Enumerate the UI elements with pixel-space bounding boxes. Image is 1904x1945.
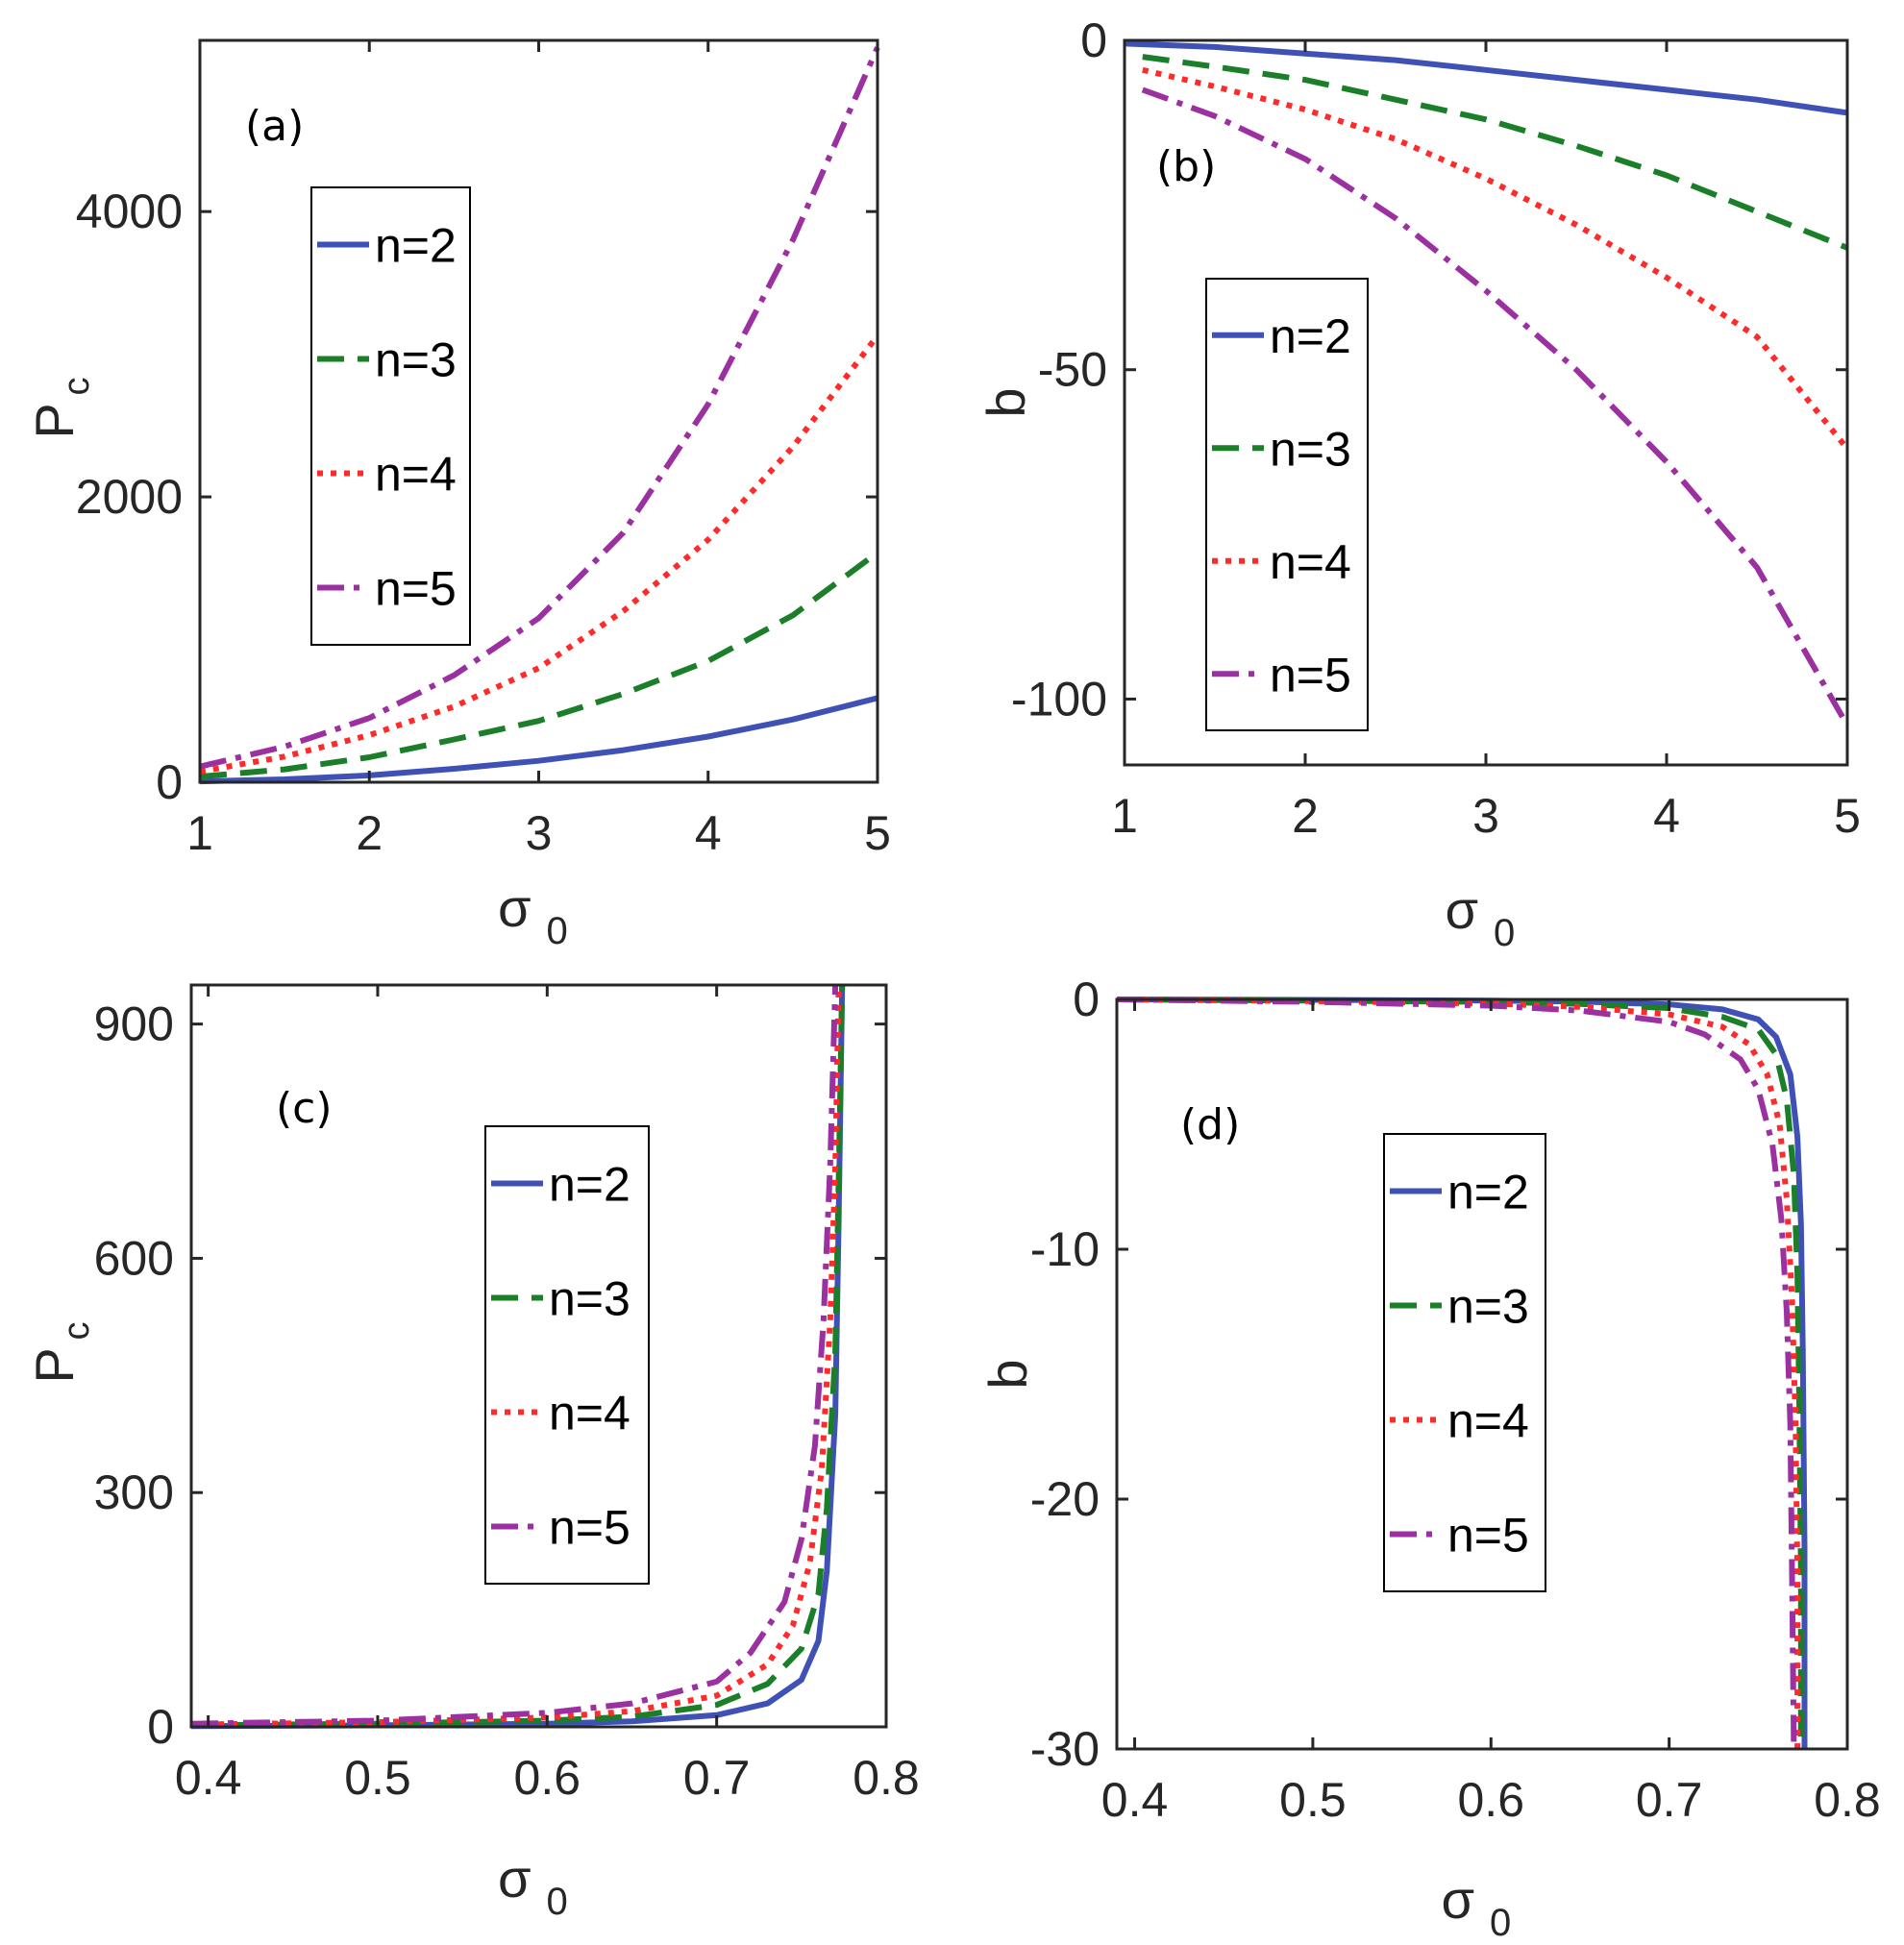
legend-label: n=3 xyxy=(1447,1280,1529,1334)
legend-box xyxy=(310,186,471,646)
y-axis-label-group: Pc xyxy=(24,378,97,439)
y-axis-label-subscript: c xyxy=(57,1322,97,1341)
legend-box xyxy=(1205,278,1369,731)
x-tick-label: 4 xyxy=(695,806,722,860)
x-tick-label: 0.7 xyxy=(1636,1773,1703,1827)
y-tick-label: 600 xyxy=(94,1231,174,1285)
series-line-n5 xyxy=(199,46,880,770)
x-tick-label: 1 xyxy=(1111,789,1138,843)
x-tick-label: 0.4 xyxy=(175,1751,242,1805)
series-line-n3 xyxy=(199,550,879,780)
x-axis-label: σ xyxy=(498,1848,532,1908)
x-tick-label: 0.6 xyxy=(514,1751,581,1805)
x-tick-label: 0.5 xyxy=(1279,1773,1347,1827)
axes-box xyxy=(1115,997,1849,1751)
x-axis-label-subscript: 0 xyxy=(547,1881,568,1923)
y-tick-label: 900 xyxy=(94,997,174,1051)
x-tick-label: 0.5 xyxy=(344,1751,411,1805)
y-tick-label: -20 xyxy=(1030,1472,1100,1526)
series-line-n2 xyxy=(1124,40,1848,116)
y-tick-label: -30 xyxy=(1030,1722,1100,1776)
y-tick-label: -10 xyxy=(1030,1222,1100,1276)
x-tick-label: 3 xyxy=(1472,789,1499,843)
legend-label: n=2 xyxy=(549,1158,631,1212)
legend-label: n=5 xyxy=(1447,1509,1529,1563)
x-tick-label: 3 xyxy=(526,806,553,860)
series-line-n5 xyxy=(190,984,839,1727)
y-tick-label: 300 xyxy=(94,1465,174,1519)
x-tick-label: 5 xyxy=(864,806,891,860)
panel-tag: (c) xyxy=(276,1084,333,1133)
series-line-n3 xyxy=(1116,997,1804,1749)
x-tick-label: 2 xyxy=(356,806,383,860)
legend-label: n=5 xyxy=(375,562,457,616)
series-line-n4 xyxy=(199,333,880,775)
axes-box xyxy=(189,983,888,1729)
legend-label: n=3 xyxy=(375,333,457,387)
y-tick-label: 4000 xyxy=(76,185,183,238)
y-axis-label: P xyxy=(24,1347,85,1383)
legend-box xyxy=(1383,1133,1546,1592)
x-tick-label: 2 xyxy=(1292,789,1319,843)
x-tick-label: 0.7 xyxy=(683,1751,751,1805)
y-axis-label-group: b xyxy=(977,1359,1038,1389)
y-tick-label: 0 xyxy=(1073,972,1100,1026)
y-tick-label: 0 xyxy=(156,755,183,809)
x-axis-label-subscript: 0 xyxy=(1490,1902,1511,1944)
x-axis-label: σ xyxy=(1441,1869,1474,1930)
legend-box xyxy=(484,1125,650,1585)
x-tick-label: 5 xyxy=(1834,789,1861,843)
legend-label: n=2 xyxy=(375,219,457,273)
y-tick-label: -50 xyxy=(1038,343,1107,397)
legend-label: n=5 xyxy=(549,1501,631,1555)
panel-tag: (b) xyxy=(1156,142,1216,191)
legend-label: n=3 xyxy=(1270,422,1351,476)
y-axis-label: b xyxy=(977,1359,1038,1389)
legend-label: n=2 xyxy=(1270,309,1351,363)
x-tick-label: 0.8 xyxy=(1814,1773,1881,1827)
y-tick-label: -100 xyxy=(1011,672,1107,726)
series-line-n5 xyxy=(1141,86,1850,727)
y-axis-label-subscript: c xyxy=(57,378,97,396)
y-axis-label-group: Pc xyxy=(24,1322,97,1384)
y-axis-label: b xyxy=(976,387,1036,417)
y-axis-label-group: b xyxy=(976,387,1036,417)
panel-tag: (a) xyxy=(245,102,304,151)
panel-d: 0.4 0.5 0.6 0.7 0.80-10-20-30σ 0b(d)n=2n=3n=4… xyxy=(977,972,1881,1944)
y-axis-label: P xyxy=(24,403,85,438)
series-line-n3 xyxy=(1142,54,1849,251)
x-tick-label: 0.8 xyxy=(853,1751,920,1805)
legend-label: n=4 xyxy=(1270,535,1351,589)
legend-label: n=4 xyxy=(375,448,457,502)
y-tick-label: 0 xyxy=(1080,13,1107,67)
y-tick-label: 0 xyxy=(147,1700,174,1754)
legend-label: n=2 xyxy=(1447,1166,1529,1219)
x-axis-label: σ xyxy=(1445,879,1478,940)
legend-label: n=5 xyxy=(1270,648,1351,702)
series-line-n3 xyxy=(190,984,846,1729)
series-line-n2 xyxy=(199,695,878,785)
x-tick-label: 0.4 xyxy=(1101,1773,1169,1827)
series-line-n4 xyxy=(190,984,842,1728)
x-axis-label-subscript: 0 xyxy=(547,910,568,952)
panel-tag: (d) xyxy=(1180,1100,1240,1149)
x-tick-label: 1 xyxy=(186,806,213,860)
x-tick-label: 0.6 xyxy=(1458,1773,1525,1827)
x-axis-label-subscript: 0 xyxy=(1494,912,1515,954)
legend-label: n=4 xyxy=(1447,1394,1529,1448)
legend-label: n=4 xyxy=(549,1387,631,1440)
series-line-n5 xyxy=(1116,997,1797,1750)
x-tick-label: 4 xyxy=(1653,789,1680,843)
x-axis-label: σ xyxy=(498,877,532,938)
legend-label: n=3 xyxy=(549,1272,631,1326)
y-tick-label: 2000 xyxy=(76,470,183,524)
